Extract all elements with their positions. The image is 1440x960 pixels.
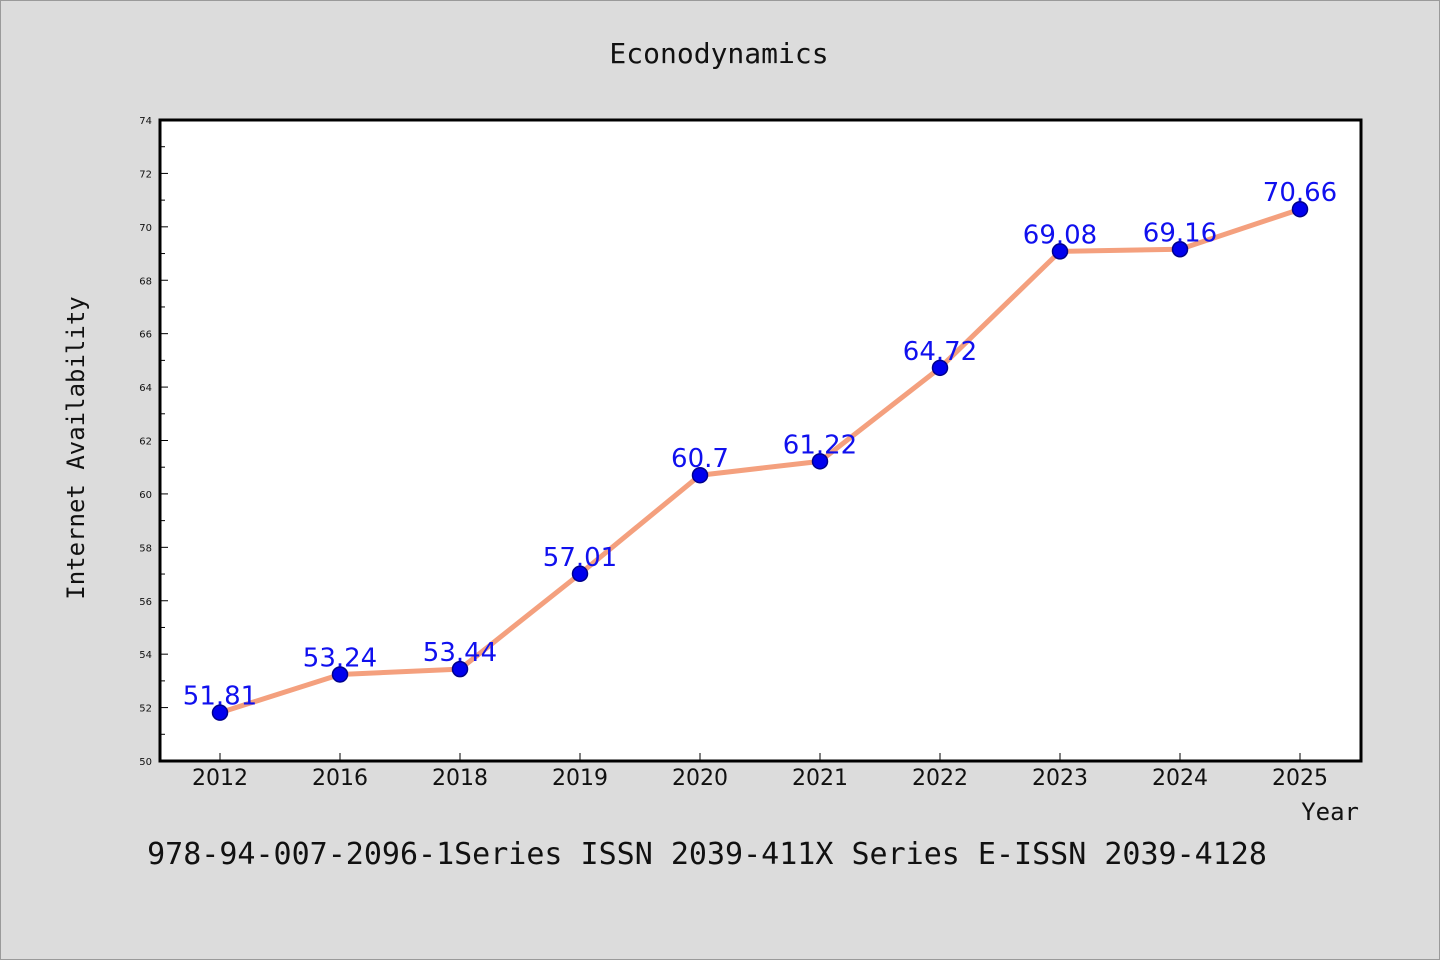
x-tick-label: 2023	[1032, 766, 1088, 791]
y-tick-label: 56	[139, 597, 152, 608]
y-tick-label: 58	[139, 543, 152, 554]
y-tick-label: 50	[139, 757, 152, 768]
data-point	[1051, 243, 1069, 260]
plot-area	[158, 118, 1363, 763]
data-point	[571, 565, 589, 583]
x-tick-label: 2021	[792, 766, 848, 791]
x-axis-title: Year	[1301, 798, 1359, 826]
data-point	[451, 660, 469, 678]
x-tick-label: 2025	[1272, 766, 1328, 791]
data-point	[211, 704, 229, 721]
data-point	[1171, 241, 1189, 258]
y-axis-title: Internet Availability	[62, 296, 90, 599]
x-tick-label: 2022	[912, 766, 968, 791]
x-axis: 2012 2016 2018 2019 2020 2021 2022 2023 2024 2025	[192, 753, 1328, 791]
data-label: 60.7	[671, 444, 729, 474]
data-label: 70.66	[1263, 178, 1337, 208]
data-label: 53.24	[303, 643, 377, 673]
data-point	[931, 359, 949, 377]
isbn-issn-footer: 978-94-007-2096-1Series ISSN 2039-411X S…	[147, 837, 1267, 872]
series-line	[217, 206, 1303, 716]
y-tick-label: 64	[139, 383, 152, 394]
data-label: 51.81	[183, 682, 257, 712]
data-point	[811, 453, 829, 470]
data-label: 57.01	[543, 543, 617, 573]
x-tick-label: 2019	[552, 766, 608, 791]
y-tick-label: 72	[139, 169, 152, 180]
y-tick-label: 60	[139, 490, 152, 501]
data-label: 69.08	[1023, 220, 1097, 250]
data-label: 53.44	[423, 638, 497, 668]
y-tick-label: 74	[139, 116, 152, 127]
data-label: 61.22	[783, 430, 857, 460]
data-label: 64.72	[903, 337, 977, 367]
y-tick-label: 70	[139, 223, 152, 234]
x-tick-label: 2018	[432, 766, 488, 791]
x-tick-label: 2024	[1152, 766, 1208, 791]
y-tick-label: 66	[139, 330, 152, 341]
y-tick-label: 68	[139, 276, 152, 287]
x-tick-label: 2020	[672, 766, 728, 791]
data-label: 69.16	[1143, 218, 1217, 248]
data-labels: 51.81 53.24 53.44 57.01 60.7 61.22 64.72 69.08 6…	[183, 178, 1337, 711]
data-point	[1291, 200, 1309, 218]
y-tick-label: 54	[139, 650, 152, 661]
series-layer	[211, 200, 1309, 721]
chart-title: Econodynamics	[609, 37, 828, 70]
y-tick-label: 52	[139, 704, 152, 715]
data-point	[691, 466, 709, 484]
x-tick-label: 2012	[192, 766, 248, 791]
x-tick-label: 2016	[312, 766, 368, 791]
data-point	[331, 666, 349, 683]
y-tick-label: 62	[139, 437, 152, 448]
y-axis: 50 52 54 56 58 60 62 64 66 68 70 72 74	[139, 116, 168, 768]
